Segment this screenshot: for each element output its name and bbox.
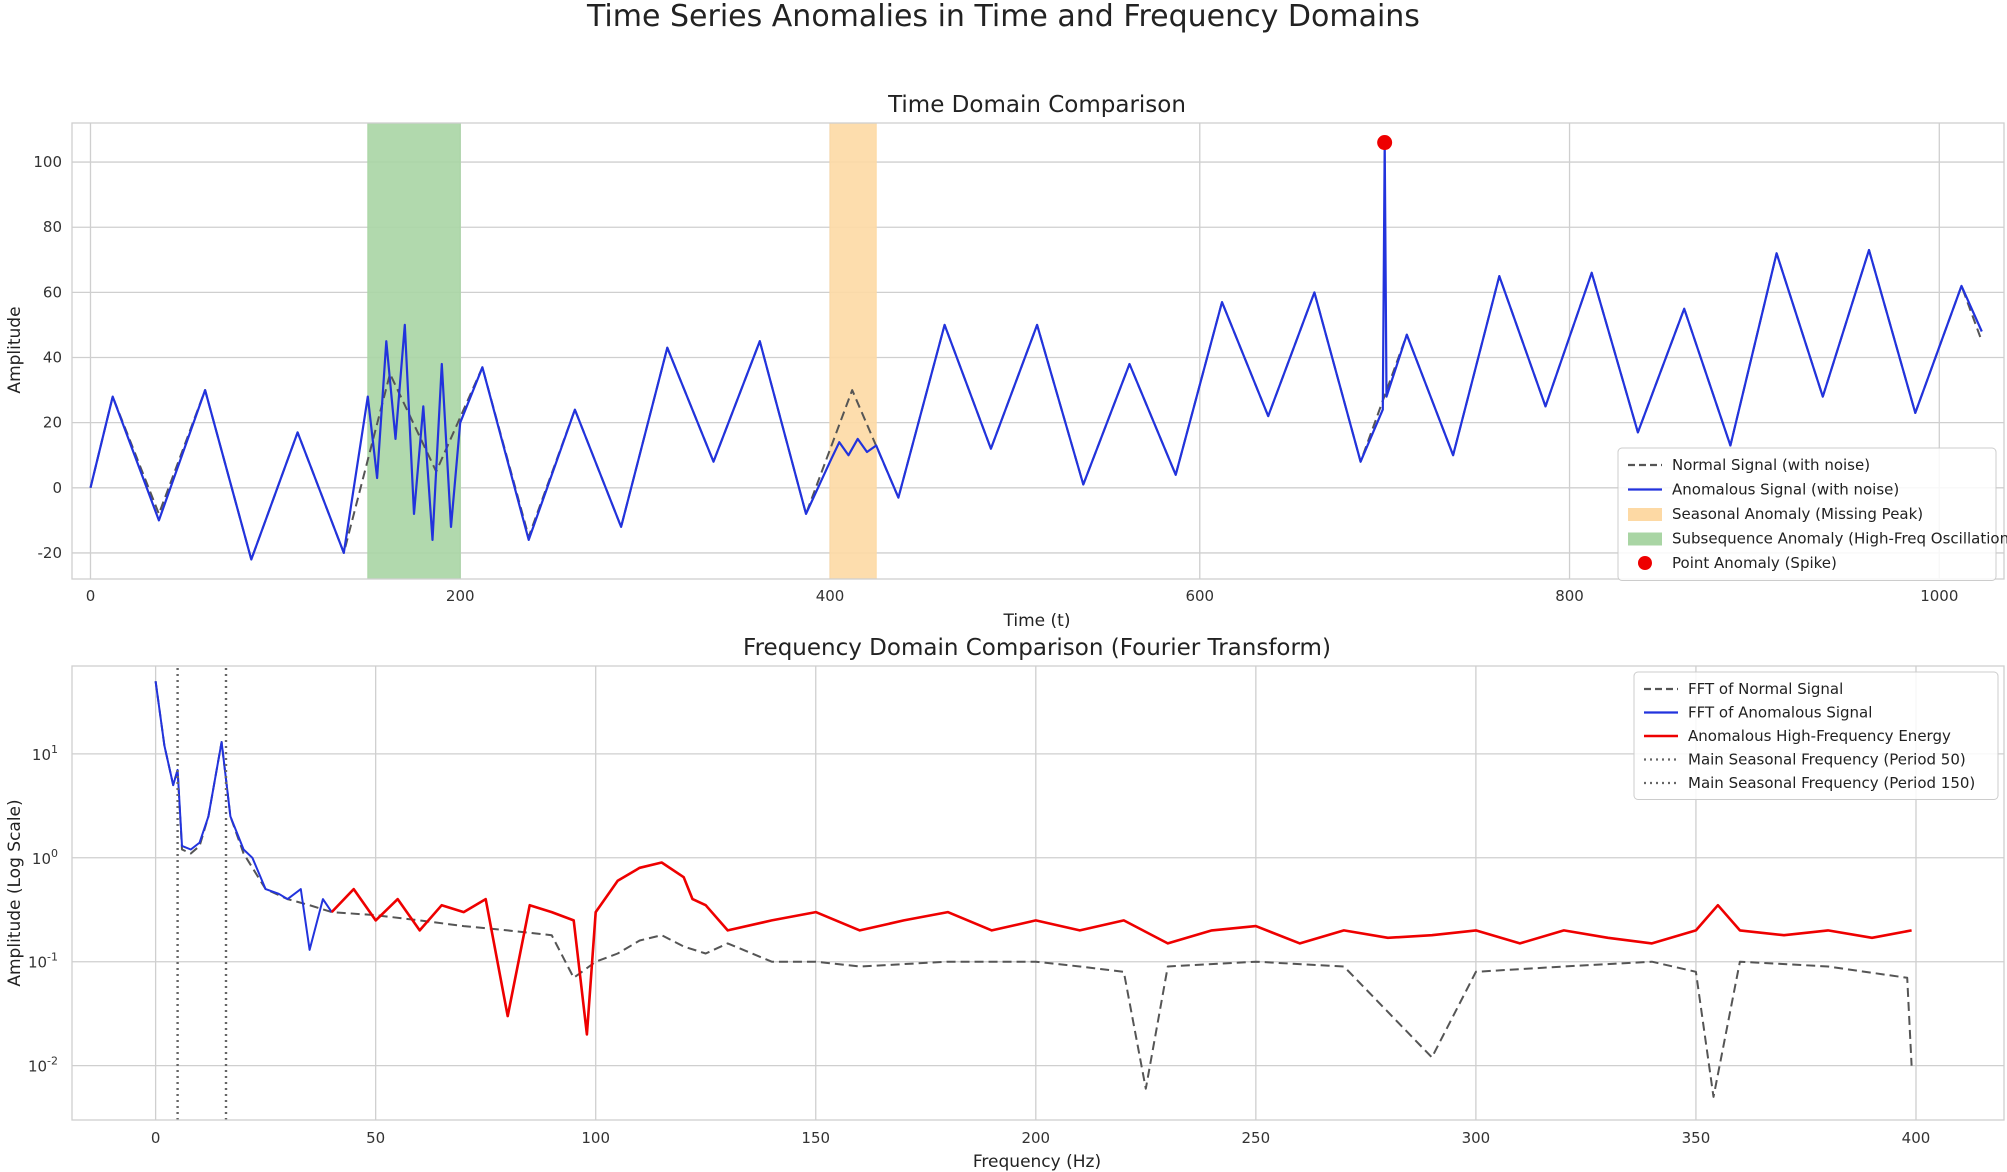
- legend-label: Seasonal Anomaly (Missing Peak): [1672, 505, 1923, 523]
- freq-x-tick-label: 150: [801, 1129, 830, 1147]
- legend-marker-swatch: [1638, 556, 1652, 570]
- freq-y-tick-label: 10-2: [28, 1055, 58, 1076]
- freq-x-axis-label: Frequency (Hz): [973, 1152, 1101, 1172]
- freq-x-tick-label: 100: [581, 1129, 610, 1147]
- time-y-tick-label: -20: [38, 544, 63, 562]
- time-x-tick-label: 200: [446, 587, 475, 605]
- freq-y-tick-label: 10-1: [28, 951, 58, 972]
- time-legend: Normal Signal (with noise) Anomalous Sign…: [1617, 447, 2007, 581]
- freq-x-tick-label: 300: [1462, 1129, 1491, 1147]
- time-y-tick-label: 0: [52, 479, 62, 497]
- time-domain-panel: Time Domain Comparison Time (t) Amplitud…: [5, 92, 2007, 631]
- freq-x-tick-label: 0: [151, 1129, 161, 1147]
- freq-legend-box: [1633, 671, 1999, 800]
- time-y-tick-label: 100: [33, 153, 62, 171]
- freq-legend: FFT of Normal Signal FFT of Anomalous Sig…: [1633, 671, 1999, 800]
- time-series-line-1: [89, 141, 1983, 561]
- time-x-tick-label: 800: [1555, 587, 1584, 605]
- legend-label: Main Seasonal Frequency (Period 50): [1688, 751, 1966, 769]
- legend-label: Point Anomaly (Spike): [1672, 554, 1837, 572]
- freq-x-tick-label: 400: [1902, 1129, 1931, 1147]
- legend-label: Anomalous Signal (with noise): [1672, 481, 1899, 499]
- time-y-tick-label: 40: [43, 349, 62, 367]
- freq-x-tick-label: 50: [366, 1129, 385, 1147]
- time-x-axis-label: Time (t): [1003, 611, 1071, 631]
- frequency-domain-panel: Frequency Domain Comparison (Fourier Tra…: [5, 635, 2005, 1172]
- legend-patch-swatch: [1628, 532, 1662, 546]
- time-x-tick-label: 1000: [1920, 587, 1958, 605]
- legend-label: Subsequence Anomaly (High-Freq Oscillati…: [1672, 530, 2007, 548]
- freq-y-tick-label: 101: [32, 743, 58, 764]
- time-x-tick-label: 400: [816, 587, 845, 605]
- time-x-tick-label: 0: [86, 587, 96, 605]
- time-plot-frame: [71, 122, 2005, 580]
- legend-label: Anomalous High-Frequency Energy: [1688, 727, 1951, 745]
- legend-label: FFT of Anomalous Signal: [1688, 704, 1872, 722]
- time-y-tick-label: 60: [43, 283, 62, 301]
- freq-x-tick-label: 250: [1242, 1129, 1271, 1147]
- freq-series-line-1: [154, 681, 333, 951]
- freq-x-tick-label: 200: [1021, 1129, 1050, 1147]
- legend-label: FFT of Normal Signal: [1688, 680, 1843, 698]
- freq-y-tick-label: 100: [32, 847, 58, 868]
- time-y-tick-label: 20: [43, 414, 62, 432]
- legend-patch-swatch: [1628, 508, 1662, 521]
- freq-x-tick-label: 350: [1682, 1129, 1711, 1147]
- freq-series-line-2: [330, 861, 1912, 1036]
- time-x-tick-label: 600: [1185, 587, 1214, 605]
- freq-y-axis-label: Amplitude (Log Scale): [5, 799, 25, 986]
- legend-label: Main Seasonal Frequency (Period 150): [1688, 774, 1975, 792]
- time-panel-title: Time Domain Comparison: [887, 92, 1186, 118]
- point-anomaly-marker: [1377, 135, 1393, 151]
- time-y-axis-label: Amplitude: [5, 306, 25, 393]
- time-legend-box: [1617, 447, 1997, 581]
- freq-panel-title: Frequency Domain Comparison (Fourier Tra…: [743, 635, 1331, 661]
- figure-title: Time Series Anomalies in Time and Freque…: [587, 0, 1420, 34]
- freq-plot-frame: [71, 665, 2005, 1121]
- time-y-tick-label: 80: [43, 218, 62, 236]
- anomaly-band-0: [829, 122, 877, 580]
- legend-label: Normal Signal (with noise): [1672, 456, 1870, 474]
